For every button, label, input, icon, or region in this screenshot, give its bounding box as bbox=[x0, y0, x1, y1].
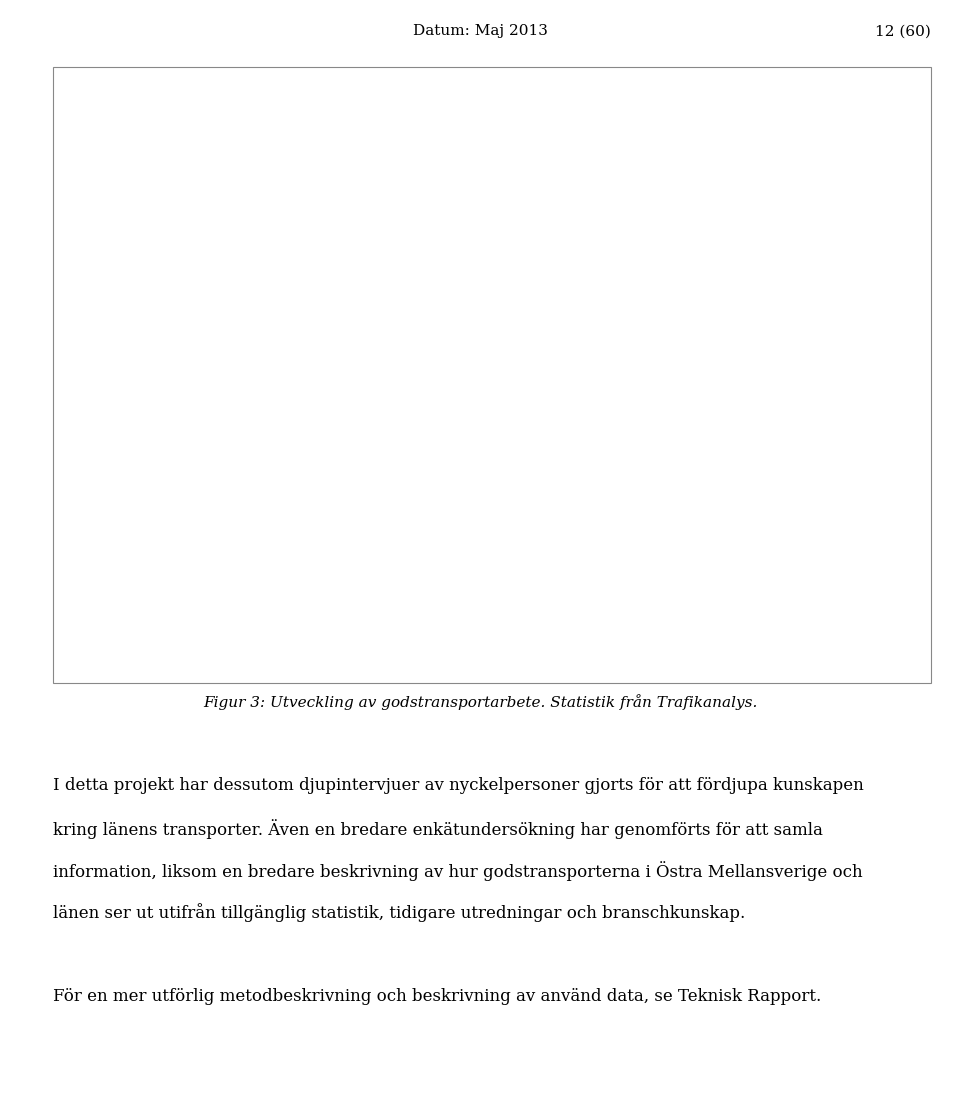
Text: I detta projekt har dessutom djupintervjuer av nyckelpersoner gjorts för att för: I detta projekt har dessutom djupintervj… bbox=[53, 777, 864, 794]
Y-axis label: Miljarder tonkilometer: Miljarder tonkilometer bbox=[57, 292, 71, 468]
Text: Datum: Maj 2013: Datum: Maj 2013 bbox=[413, 24, 547, 39]
Text: länen ser ut utifrån tillgänglig statistik, tidigare utredningar och branschkuns: länen ser ut utifrån tillgänglig statist… bbox=[53, 904, 745, 922]
Text: information, liksom en bredare beskrivning av hur godstransporterna i Östra Mell: information, liksom en bredare beskrivni… bbox=[53, 861, 862, 881]
Text: För en mer utförlig metodbeskrivning och beskrivning av använd data, se Teknisk : För en mer utförlig metodbeskrivning och… bbox=[53, 988, 821, 1005]
Text: 12 (60): 12 (60) bbox=[876, 24, 931, 39]
Text: Figur 3: Utveckling av godstransportarbete. Statistik från Trafikanalys.: Figur 3: Utveckling av godstransportarbe… bbox=[203, 694, 757, 709]
Title: Godstransportarbete 1995–2011: Godstransportarbete 1995–2011 bbox=[290, 89, 742, 113]
Text: kring länens transporter. Även en bredare enkätundersökning har genomförts fö: kring länens transporter. Även en bredar… bbox=[53, 819, 823, 839]
